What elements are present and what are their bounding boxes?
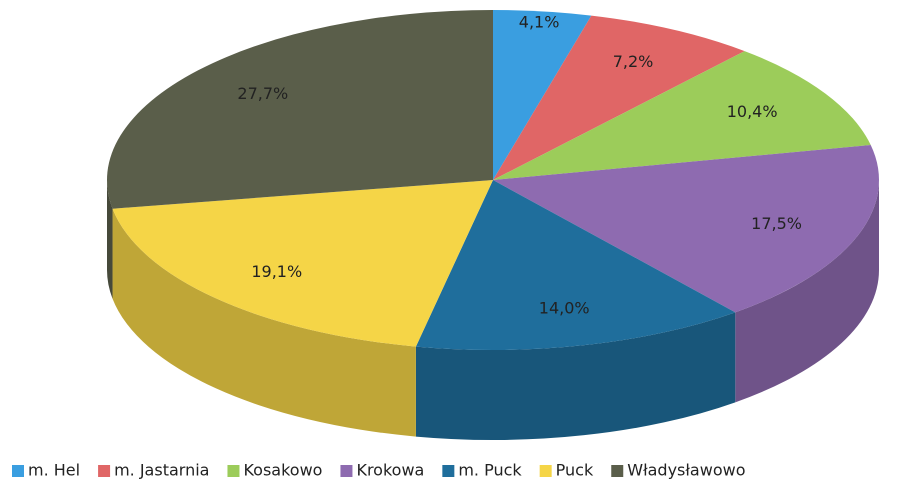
- slice: [106, 10, 493, 209]
- legend-swatch: [611, 465, 624, 477]
- slice: [415, 180, 736, 350]
- legend-swatch: [442, 465, 455, 477]
- slice-side: [107, 180, 113, 299]
- legend-swatch: [340, 465, 353, 477]
- slice: [493, 10, 592, 180]
- data-label: 17,5%: [751, 214, 802, 233]
- legend-swatch: [98, 465, 111, 477]
- legend-label: Krokowa: [356, 461, 424, 480]
- legend-swatch: [227, 465, 240, 477]
- legend-label: m. Jastarnia: [114, 461, 209, 480]
- slice: [493, 145, 879, 313]
- data-label: 14,0%: [539, 298, 590, 317]
- legend-label: Kosakowo: [243, 461, 322, 480]
- slice-side: [112, 208, 416, 437]
- legend-label: m. Puck: [458, 461, 522, 480]
- slice: [112, 180, 493, 347]
- legend-label: Władysławowo: [627, 461, 745, 480]
- data-label: 10,4%: [727, 102, 778, 121]
- legend-label: Puck: [556, 461, 594, 480]
- slice: [493, 15, 745, 181]
- legend-swatch: [539, 465, 552, 477]
- slice: [493, 51, 871, 180]
- data-label: 7,2%: [613, 52, 654, 71]
- legend-label: m. Hel: [28, 461, 80, 480]
- data-label: 27,7%: [237, 84, 288, 103]
- data-label: 19,1%: [251, 262, 302, 281]
- slice-side: [415, 312, 736, 440]
- data-label: 4,1%: [519, 13, 560, 32]
- legend-swatch: [12, 465, 24, 477]
- slice-side: [735, 180, 879, 403]
